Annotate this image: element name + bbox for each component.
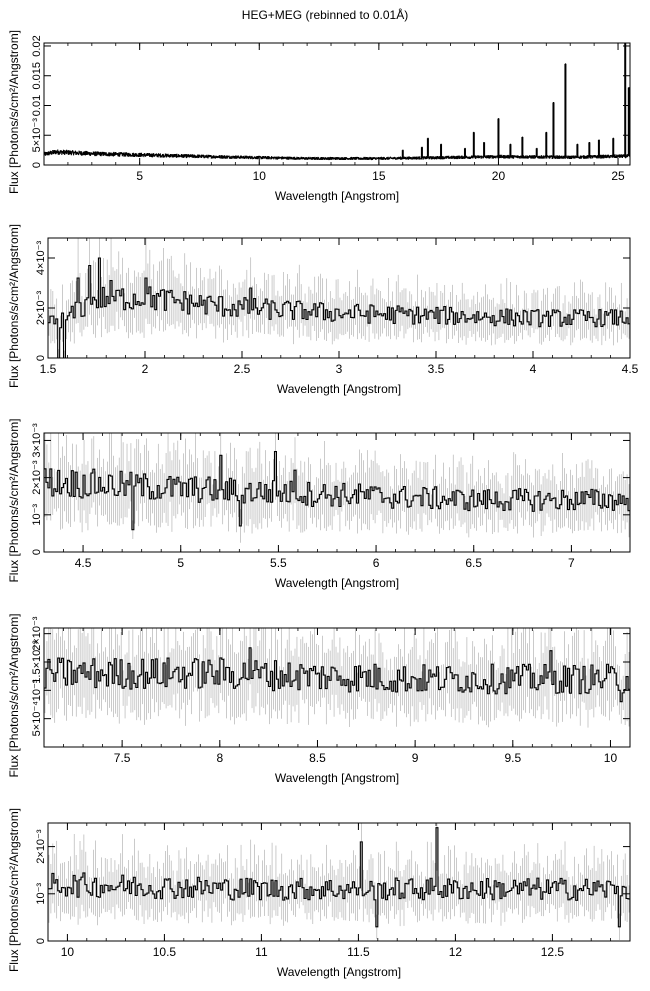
x-tick-label: 4.5 bbox=[75, 556, 92, 570]
y-axis-label: Flux [Photons/s/cm²/Angstrom] bbox=[7, 613, 21, 777]
x-tick-label: 1.5 bbox=[40, 362, 57, 376]
x-tick-label: 4 bbox=[530, 362, 537, 376]
y-axis-label: Flux [Photons/s/cm²/Angstrom] bbox=[7, 224, 21, 388]
y-tick-label: 1.5×10⁻³ bbox=[31, 640, 43, 684]
x-tick-label: 20 bbox=[492, 169, 506, 183]
panel-2: 1.5 2 2.5 3 3.5 4 4.5 Wavelength [Angstrom] 0 2×1… bbox=[7, 224, 639, 396]
x-tick-label: 5 bbox=[136, 169, 143, 183]
x-axis: 5 10 15 20 25 Wavelength [Angstrom] bbox=[43, 43, 625, 203]
spectrum-line bbox=[48, 257, 630, 359]
x-tick-label: 10.5 bbox=[153, 945, 177, 959]
spectrum-line bbox=[44, 647, 630, 703]
y-axis: 0 10⁻³ 2×10⁻³ 3×10⁻³ Flux [Photons/s/cm²/Ang… bbox=[7, 418, 630, 583]
y-tick-label: 0 bbox=[35, 938, 47, 944]
y-tick-label: 4×10⁻³ bbox=[35, 241, 47, 276]
x-tick-label: 3.5 bbox=[428, 362, 445, 376]
x-tick-label: 10 bbox=[604, 751, 618, 765]
spectrum-line bbox=[48, 827, 630, 928]
x-tick-label: 9 bbox=[412, 751, 419, 765]
x-axis-label: Wavelength [Angstrom] bbox=[277, 965, 401, 979]
x-axis-label: Wavelength [Angstrom] bbox=[275, 189, 399, 203]
y-axis-label: Flux [Photons/s/cm²/Angstrom] bbox=[7, 418, 21, 582]
emission-lines bbox=[401, 43, 630, 159]
x-axis: 10 10.5 11 11.5 12 12.5 Wavelength [Angstrom] bbox=[47, 823, 631, 979]
x-tick-label: 5.5 bbox=[270, 556, 287, 570]
x-tick-label: 2.5 bbox=[234, 362, 251, 376]
y-tick-label: 10⁻³ bbox=[35, 883, 47, 905]
error-bars bbox=[48, 823, 630, 941]
spectrum-line bbox=[43, 42, 631, 161]
y-tick-label: 0 bbox=[35, 355, 47, 361]
x-axis-label: Wavelength [Angstrom] bbox=[275, 771, 399, 785]
y-tick-label: 2×10⁻³ bbox=[35, 291, 47, 326]
x-axis-label: Wavelength [Angstrom] bbox=[277, 382, 401, 396]
x-tick-label: 12 bbox=[449, 945, 463, 959]
y-axis: 0 5×10⁻³ 0.01 0.015 0.02 Flux [Photons/s/cm²/… bbox=[7, 30, 630, 194]
panel-3: 4.5 5 5.5 6 6.5 7 Wavelength [Angstrom] 0 10⁻³ 2×… bbox=[7, 418, 631, 590]
x-tick-label: 15 bbox=[372, 169, 386, 183]
x-tick-label: 9.5 bbox=[504, 751, 521, 765]
y-tick-label: 0.015 bbox=[31, 62, 43, 90]
y-axis: 5×10⁻⁴10⁻³1.5×10⁻³2×10⁻³ Flux [Photons/s/… bbox=[7, 613, 630, 778]
figure-title: HEG+MEG (rebinned to 0.01Å) bbox=[241, 8, 409, 22]
y-axis-label: Flux [Photons/s/cm²/Angstrom] bbox=[7, 808, 21, 972]
y-axis: 0 10⁻³ 2×10⁻³ Flux [Photons/s/cm²/Angstrom] bbox=[7, 808, 630, 972]
y-tick-label: 10⁻³ bbox=[31, 504, 43, 526]
panel-1: 5 10 15 20 25 Wavelength [Angstrom] 0 5×10⁻³ 0.0… bbox=[7, 30, 631, 203]
x-tick-label: 7 bbox=[568, 556, 575, 570]
x-tick-label: 7.5 bbox=[114, 751, 131, 765]
y-tick-label: 0.02 bbox=[31, 35, 43, 56]
y-tick-label: 5×10⁻⁴ bbox=[31, 701, 43, 737]
x-tick-label: 5 bbox=[177, 556, 184, 570]
y-tick-label: 10⁻³ bbox=[31, 679, 43, 701]
x-tick-label: 11.5 bbox=[347, 945, 370, 959]
x-axis-label: Wavelength [Angstrom] bbox=[275, 576, 399, 590]
y-tick-label: 2×10⁻³ bbox=[31, 616, 43, 651]
y-tick-label: 0 bbox=[31, 549, 43, 555]
x-axis: 4.5 5 5.5 6 6.5 7 Wavelength [Angstrom] bbox=[43, 433, 631, 590]
x-tick-label: 10 bbox=[253, 169, 267, 183]
plot-frame bbox=[43, 42, 631, 166]
x-tick-label: 8.5 bbox=[309, 751, 326, 765]
y-tick-label: 0 bbox=[31, 162, 43, 168]
y-axis: 0 2×10⁻³ 4×10⁻³ Flux [Photons/s/cm²/Angstro… bbox=[7, 224, 630, 388]
x-tick-label: 25 bbox=[611, 169, 625, 183]
x-tick-label: 2 bbox=[142, 362, 149, 376]
y-axis-label: Flux [Photons/s/cm²/Angstrom] bbox=[7, 30, 21, 194]
x-tick-label: 4.5 bbox=[622, 362, 639, 376]
y-tick-label: 3×10⁻³ bbox=[31, 423, 43, 458]
y-tick-label: 5×10⁻³ bbox=[31, 118, 43, 153]
x-tick-label: 11 bbox=[255, 945, 268, 959]
y-tick-label: 2×10⁻³ bbox=[31, 460, 43, 495]
y-tick-label: 0.01 bbox=[31, 95, 43, 116]
x-tick-label: 12.5 bbox=[541, 945, 565, 959]
x-tick-label: 6.5 bbox=[465, 556, 482, 570]
x-tick-label: 10 bbox=[61, 945, 75, 959]
spectrum-line bbox=[44, 451, 630, 531]
x-tick-label: 8 bbox=[216, 751, 223, 765]
x-tick-label: 6 bbox=[373, 556, 380, 570]
x-tick-label: 3 bbox=[336, 362, 343, 376]
x-axis: 7.5 8 8.5 9 9.5 10 Wavelength [Angstrom] bbox=[43, 628, 631, 785]
y-tick-label: 2×10⁻³ bbox=[35, 829, 47, 864]
error-bars bbox=[48, 238, 630, 358]
